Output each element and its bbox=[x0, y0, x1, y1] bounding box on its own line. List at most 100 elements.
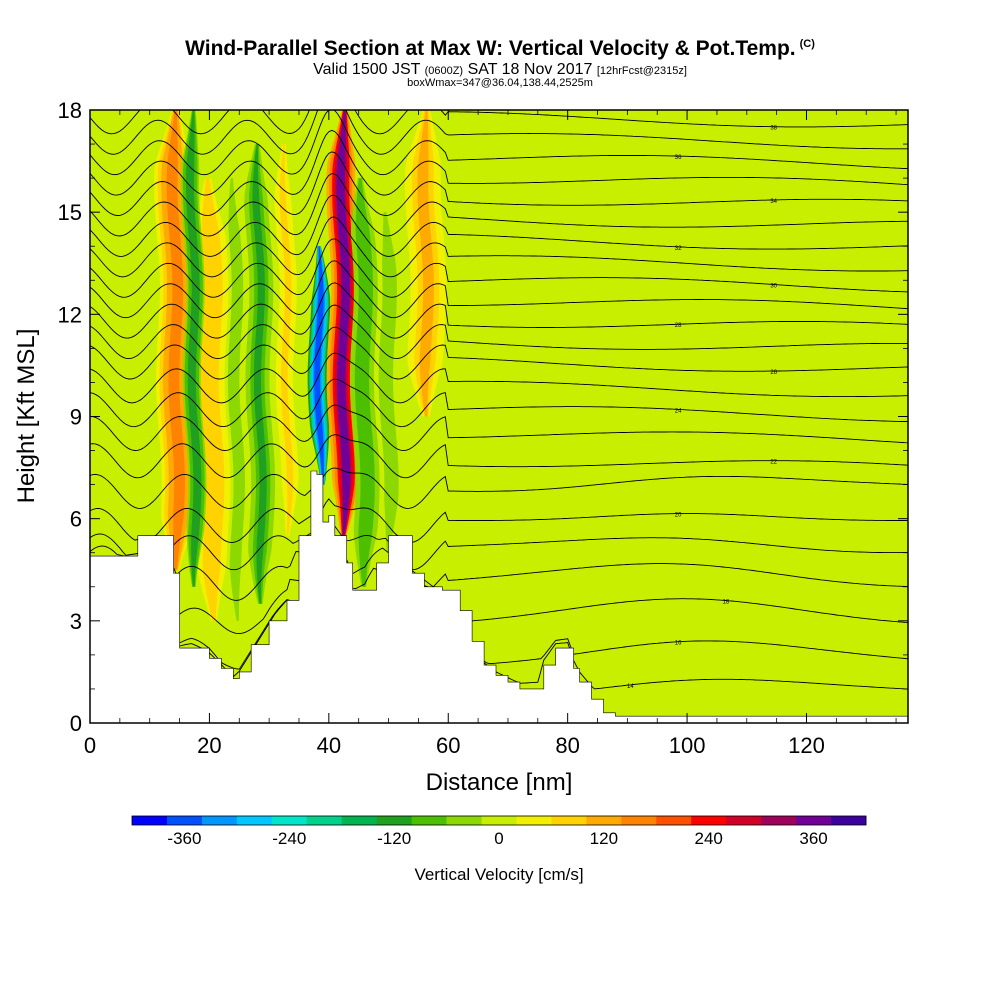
colorbar-swatch-13 bbox=[586, 816, 622, 825]
y-axis-label: Height [Kft MSL] bbox=[13, 329, 40, 504]
copyright-mark: (C) bbox=[799, 38, 815, 50]
colorbar-tick-label-5: 240 bbox=[695, 829, 723, 848]
x-axis-label: Distance [nm] bbox=[426, 769, 573, 796]
theta-contour-8 bbox=[90, 404, 908, 452]
theta-contour-22 bbox=[90, 110, 908, 155]
theta-contour-label-11: 26 bbox=[770, 370, 777, 376]
theta-contour-20 bbox=[90, 129, 908, 196]
colorbar-swatch-5 bbox=[306, 816, 343, 825]
theta-contour-12 bbox=[90, 304, 908, 360]
y-tick-label-6: 18 bbox=[58, 98, 82, 123]
downdraft-band-4-level-4 bbox=[358, 178, 372, 587]
x-tick-label-5: 100 bbox=[669, 733, 706, 758]
colorbar-swatch-6 bbox=[341, 816, 378, 825]
x-tick-label-1: 20 bbox=[197, 733, 221, 758]
theta-contour-16 bbox=[90, 216, 908, 278]
colorbar-swatch-2 bbox=[201, 816, 238, 825]
theta-contour-19 bbox=[90, 151, 908, 217]
theta-contour-7 bbox=[90, 434, 908, 479]
theta-contour-label-5: 20 bbox=[675, 513, 682, 519]
downdraft-band-3-level-4 bbox=[231, 178, 242, 621]
colorbar-swatch-16 bbox=[691, 816, 727, 825]
updraft-band-4-level-4 bbox=[417, 110, 434, 417]
theta-contour-23 bbox=[90, 110, 908, 135]
colorbar-tick-label-3: 0 bbox=[494, 829, 503, 848]
colorbar-swatch-14 bbox=[621, 816, 657, 825]
theta-contour-label-15: 30 bbox=[770, 284, 777, 290]
x-tick-label-3: 60 bbox=[436, 733, 460, 758]
x-tick-label-2: 40 bbox=[317, 733, 341, 758]
theta-contour-2 bbox=[176, 567, 908, 635]
colorbar-swatch-1 bbox=[166, 816, 203, 825]
theta-contour-14 bbox=[90, 260, 908, 319]
theta-contour-label-0: 14 bbox=[627, 684, 634, 690]
theta-contour-3 bbox=[90, 545, 908, 601]
theta-contour-11 bbox=[90, 326, 908, 380]
theta-contour-label-7: 22 bbox=[770, 460, 777, 466]
chart-title: Wind-Parallel Section at Max W: Vertical… bbox=[0, 37, 1000, 61]
valid-time: Valid 1500 JST bbox=[313, 61, 421, 78]
updraft-band-2-level-4 bbox=[279, 144, 294, 536]
colorbar-swatch-4 bbox=[271, 816, 308, 825]
chart-subtitle: Valid 1500 JST (0600Z) SAT 18 Nov 2017 [… bbox=[0, 61, 1000, 79]
y-tick-label-0: 0 bbox=[70, 711, 82, 736]
box-wmax-label: boxWmax=347@36.04,138.44,2525m bbox=[407, 77, 593, 89]
colorbar-swatch-9 bbox=[446, 816, 482, 825]
theta-contour-5 bbox=[90, 498, 908, 543]
colorbar-swatch-12 bbox=[551, 816, 587, 825]
theta-contour-label-13: 28 bbox=[675, 323, 682, 329]
colorbar-swatch-0 bbox=[132, 816, 168, 825]
updraft-band-3-level-4 bbox=[336, 110, 351, 536]
weak-downdraft-region bbox=[484, 265, 908, 723]
theta-contour-21 bbox=[90, 110, 908, 176]
y-tick-label-2: 6 bbox=[70, 507, 82, 532]
updraft-band-0-level-4 bbox=[166, 110, 185, 570]
downdraft-band-0-level-4 bbox=[314, 246, 324, 485]
colorbar-tick-label-6: 360 bbox=[799, 829, 827, 848]
colorbar-swatch-20 bbox=[831, 816, 867, 825]
theta-contour-label-9: 24 bbox=[675, 408, 682, 414]
terrain-mask bbox=[90, 470, 908, 723]
downdraft-band-2-level-4 bbox=[252, 144, 267, 604]
theta-contours: 14 16 18 20 22 24 26 28 30 32 34 36 38 bbox=[90, 110, 908, 690]
colorbar-tick-label-2: -120 bbox=[377, 829, 411, 848]
colorbar-tick-label-4: 120 bbox=[590, 829, 618, 848]
theta-contour-17 bbox=[90, 194, 908, 257]
theta-contour-6 bbox=[90, 467, 908, 509]
theta-contour-label-17: 32 bbox=[675, 246, 682, 252]
theta-contour-4 bbox=[90, 520, 908, 571]
colorbar-swatch-17 bbox=[726, 816, 762, 825]
colorbar-swatch-8 bbox=[411, 816, 447, 825]
theta-contour-15 bbox=[90, 238, 908, 298]
theta-contour-label-2: 18 bbox=[723, 600, 730, 606]
y-tick-label-3: 9 bbox=[70, 405, 82, 430]
forecast-tag: [12hrFcst@2315z] bbox=[596, 65, 687, 77]
theta-contour-10 bbox=[90, 352, 908, 404]
theta-contour-18 bbox=[90, 173, 908, 237]
colorbar-swatch-7 bbox=[376, 816, 413, 825]
colorbar-label: Vertical Velocity [cm/s] bbox=[414, 865, 583, 884]
y-tick-label-4: 12 bbox=[58, 302, 82, 327]
colorbar-tick-label-0: -360 bbox=[167, 829, 201, 848]
downdraft-band-1-level-4 bbox=[187, 110, 201, 587]
colorbar-swatch-11 bbox=[516, 816, 552, 825]
terrain-profile bbox=[90, 470, 908, 723]
colorbar: -360 -240 -120 0 120 240 360 bbox=[131, 815, 867, 848]
theta-contour-9 bbox=[90, 378, 908, 428]
valid-zulu: (0600Z) bbox=[424, 65, 464, 77]
colorbar-swatch-3 bbox=[236, 816, 273, 825]
theta-contour-13 bbox=[90, 282, 908, 339]
colorbar-tick-label-1: -240 bbox=[272, 829, 306, 848]
colorbar-swatch-19 bbox=[796, 816, 832, 825]
theta-contour-label-1: 16 bbox=[675, 641, 682, 647]
chart-title-text: Wind-Parallel Section at Max W: Vertical… bbox=[185, 37, 796, 60]
x-tick-label-6: 120 bbox=[788, 733, 825, 758]
colorbar-swatch-10 bbox=[481, 816, 517, 825]
colorbar-swatch-15 bbox=[656, 816, 692, 825]
theta-contour-label-19: 34 bbox=[770, 199, 777, 205]
theta-contour-label-21: 36 bbox=[675, 155, 682, 161]
theta-contour-label-23: 38 bbox=[770, 126, 777, 132]
valid-date: SAT 18 Nov 2017 bbox=[467, 61, 593, 78]
